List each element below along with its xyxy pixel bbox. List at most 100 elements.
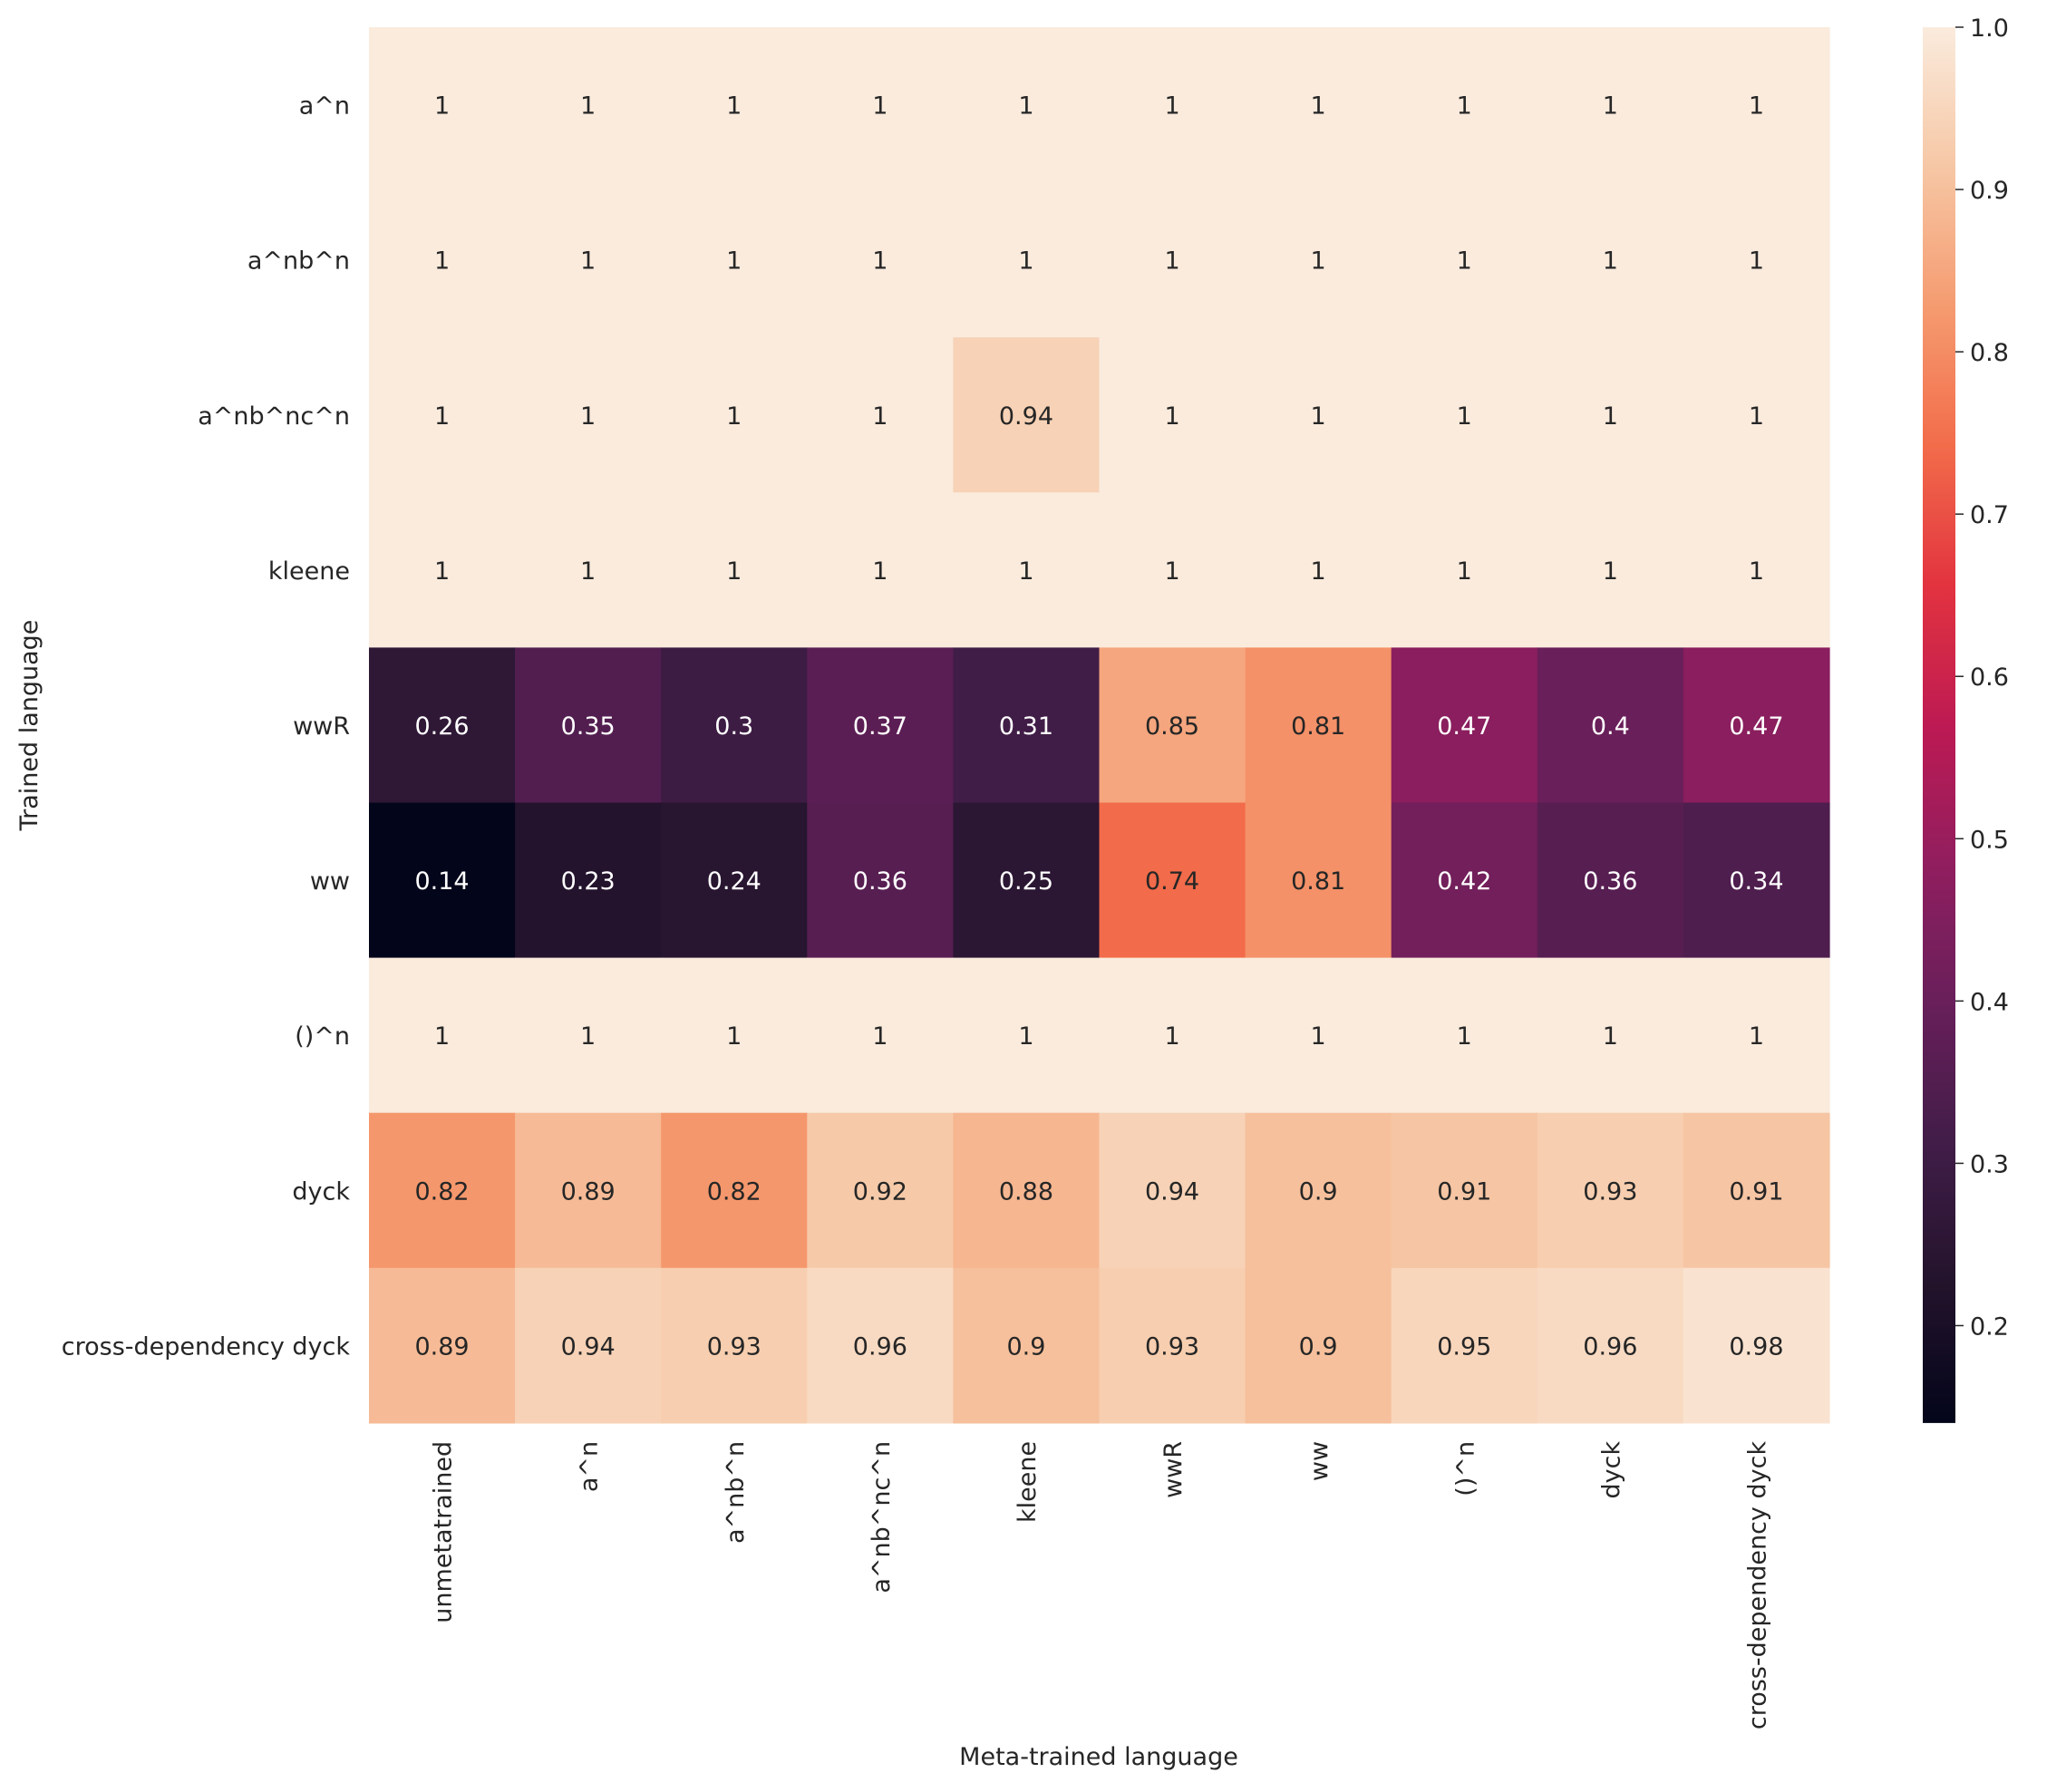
- cell-value-label: 0.85: [1145, 712, 1199, 741]
- cell-value-label: 0.9: [1006, 1332, 1045, 1361]
- colorbar-tick-label: 0.6: [1970, 664, 2009, 692]
- heatmap-cell: [1391, 182, 1538, 338]
- heatmap-cell: [1245, 957, 1392, 1114]
- heatmap-cell: [1099, 27, 1246, 183]
- heatmap-cell: [1683, 182, 1830, 338]
- heatmap-cell: [1537, 802, 1684, 959]
- cell-value-label: 1: [434, 92, 450, 121]
- colorbar-tick-label: 0.3: [1970, 1150, 2009, 1178]
- heatmap-cell: [515, 647, 662, 804]
- colorbar-tick-label: 1.0: [1970, 15, 2009, 43]
- heatmap-cell: [1683, 1267, 1830, 1424]
- cell-value-label: 1: [1457, 92, 1472, 121]
- heatmap-cell: [661, 337, 808, 493]
- heatmap-cell: [661, 492, 808, 648]
- cell-value-label: 0.9: [1299, 1177, 1338, 1206]
- cell-value-label: 1: [1311, 92, 1326, 121]
- heatmap-cell: [515, 492, 662, 648]
- cell-value-label: 1: [1018, 1022, 1033, 1051]
- x-tick-label: ()^n: [1451, 1441, 1479, 1497]
- y-axis-label: Trained language: [15, 620, 44, 832]
- cell-value-label: 0.36: [1583, 867, 1637, 896]
- y-tick-labels: a^n a^nb^n a^nb^nc^n kleene wwR ww ()^n dyck cro…: [62, 92, 351, 1361]
- heatmap-cell: [661, 647, 808, 804]
- cell-value-label: 1: [1749, 557, 1764, 586]
- cell-value-label: 0.92: [853, 1177, 907, 1206]
- x-tick-labels: unmetatrained a^n a^nb^n a^nb^nc^n kleene wwR…: [430, 1441, 1772, 1730]
- cell-value-label: 0.34: [1729, 867, 1783, 896]
- cell-value-label: 1: [1603, 557, 1618, 586]
- cell-value-label: 1: [1311, 247, 1326, 276]
- cell-value-label: 1: [434, 247, 450, 276]
- heatmap-cell: [661, 802, 808, 959]
- heatmap-cells: [369, 27, 1830, 1424]
- heatmap-cell: [515, 802, 662, 959]
- heatmap-cell: [1537, 337, 1684, 493]
- heatmap-cell: [515, 1112, 662, 1269]
- heatmap-cell: [369, 337, 516, 493]
- heatmap-cell: [1683, 957, 1830, 1114]
- cell-value-label: 1: [1457, 402, 1472, 431]
- heatmap-cell: [1245, 1267, 1392, 1424]
- cell-annotations: 1 1 1 1 1 1 1 1 1 1 1 1 1 1 1 1 1 1 1 1 1 1 1 1 0.94 1 1 1 1 1 1 1 1 1 1 1 1…: [414, 92, 1783, 1361]
- heatmap-cell: [369, 957, 516, 1114]
- cell-value-label: 0.88: [999, 1177, 1053, 1206]
- x-tick-label: a^n: [576, 1441, 604, 1492]
- cell-value-label: 1: [1018, 92, 1033, 121]
- cell-value-label: 1: [1164, 402, 1179, 431]
- cell-value-label: 1: [726, 557, 742, 586]
- heatmap-cell: [1683, 492, 1830, 648]
- heatmap-cell: [807, 27, 954, 183]
- heatmap-cell: [953, 337, 1101, 493]
- x-tick-label: unmetatrained: [430, 1441, 458, 1623]
- x-tick-label: ww: [1305, 1441, 1334, 1481]
- y-tick-label: wwR: [293, 712, 350, 741]
- cell-value-label: 1: [1457, 557, 1472, 586]
- cell-value-label: 1: [1603, 247, 1618, 276]
- cell-value-label: 1: [1311, 402, 1326, 431]
- cell-value-label: 0.93: [707, 1332, 761, 1361]
- heatmap-cell: [1099, 647, 1246, 804]
- heatmap-cell: [953, 27, 1101, 183]
- y-tick-label: ()^n: [295, 1022, 350, 1051]
- cell-value-label: 1: [1603, 402, 1618, 431]
- cell-value-label: 0.23: [561, 867, 616, 896]
- heatmap-cell: [1245, 27, 1392, 183]
- cell-value-label: 0.47: [1437, 712, 1491, 741]
- cell-value-label: 0.82: [414, 1177, 469, 1206]
- cell-value-label: 0.25: [999, 867, 1053, 896]
- colorbar-tick-label: 0.7: [1970, 501, 2009, 529]
- cell-value-label: 1: [1749, 402, 1764, 431]
- cell-value-label: 0.82: [707, 1177, 761, 1206]
- heatmap-cell: [1391, 802, 1538, 959]
- heatmap-cell: [1099, 957, 1246, 1114]
- x-tick-label: dyck: [1597, 1441, 1625, 1499]
- heatmap-cell: [1391, 337, 1538, 493]
- heatmap-cell: [1683, 337, 1830, 493]
- heatmap-cell: [369, 492, 516, 648]
- heatmap-cell: [661, 27, 808, 183]
- heatmap-cell: [515, 27, 662, 183]
- cell-value-label: 1: [1164, 92, 1179, 121]
- cell-value-label: 1: [872, 1022, 888, 1051]
- x-axis-label: Meta-trained language: [959, 1743, 1238, 1771]
- heatmap-cell: [515, 957, 662, 1114]
- heatmap-cell: [369, 647, 516, 804]
- heatmap-cell: [661, 182, 808, 338]
- heatmap-cell: [1099, 1112, 1246, 1269]
- colorbar-tick-label: 0.9: [1970, 177, 2009, 205]
- cell-value-label: 1: [1311, 1022, 1326, 1051]
- cell-value-label: 1: [1164, 1022, 1179, 1051]
- cell-value-label: 0.95: [1437, 1332, 1491, 1361]
- cell-value-label: 0.81: [1291, 712, 1345, 741]
- heatmap-cell: [369, 1267, 516, 1424]
- heatmap-cell: [953, 647, 1101, 804]
- cell-value-label: 0.91: [1729, 1177, 1783, 1206]
- heatmap-cell: [369, 1112, 516, 1269]
- heatmap-cell: [807, 957, 954, 1114]
- heatmap-cell: [1537, 1112, 1684, 1269]
- cell-value-label: 0.4: [1591, 712, 1630, 741]
- heatmap-cell: [807, 492, 954, 648]
- cell-value-label: 1: [726, 247, 742, 276]
